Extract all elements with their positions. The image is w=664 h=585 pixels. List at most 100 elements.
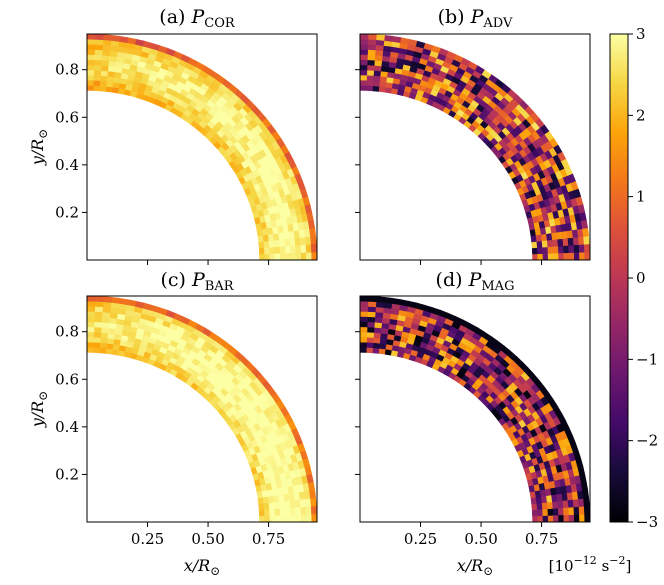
panel-d-x-axis: 0.25 0.50 0.75 — [404, 522, 558, 548]
shell-cell — [99, 337, 108, 344]
shell-cell — [359, 341, 367, 348]
panel-a-frame — [86, 33, 318, 261]
shell-cell — [86, 69, 95, 76]
shell-cell — [284, 500, 291, 509]
panel-a-y-label: y/R⊙ — [28, 129, 50, 167]
shell-cell — [365, 79, 374, 87]
shell-cell — [579, 513, 586, 523]
shell-cell — [110, 296, 121, 304]
shell-cell — [310, 243, 318, 253]
shell-cell — [86, 59, 95, 66]
panel-c-x-label: x/R⊙ — [184, 556, 221, 578]
shell-cell — [391, 297, 402, 305]
shell-cell — [269, 515, 276, 523]
shell-cell — [542, 246, 549, 254]
shell-cell — [290, 506, 297, 516]
shell-cell — [359, 321, 368, 328]
shell-cell — [305, 243, 312, 253]
shell-cell — [536, 502, 543, 510]
shell-cell — [86, 311, 96, 317]
shell-cell — [359, 331, 368, 338]
panel-c-y-axis: 0.2 0.4 0.6 0.8 — [55, 323, 87, 483]
panel-b-x-ticks — [420, 260, 543, 265]
shell-cell — [263, 502, 270, 510]
shell-cell — [94, 295, 104, 303]
shell-cell — [531, 509, 539, 517]
colorbar-tick-label: −3 — [636, 513, 658, 531]
shell-cell — [307, 219, 316, 229]
shell-cell — [279, 238, 286, 247]
shell-cell — [573, 506, 580, 515]
shell-cell — [366, 316, 376, 323]
panel-b-title: (b) PADV — [438, 6, 513, 31]
shell-cell — [86, 341, 94, 348]
shell-cell — [563, 252, 570, 261]
shell-cell — [359, 74, 368, 81]
shell-cell — [94, 44, 104, 51]
shell-cell — [98, 347, 107, 354]
shell-cell — [365, 85, 374, 92]
panel-b-frame — [359, 33, 591, 261]
shell-cell — [542, 508, 549, 516]
shell-cell — [366, 54, 376, 61]
colorbar-tick-label: 0 — [636, 269, 646, 287]
colorbar-tick-label: −1 — [636, 350, 658, 368]
shell-cell — [86, 295, 96, 302]
shell-cell — [583, 235, 590, 245]
shell-cell — [264, 515, 271, 523]
colorbar-tick-label: 2 — [636, 106, 646, 124]
shell-cell — [537, 515, 544, 523]
shell-cell — [284, 238, 291, 247]
shell-cell — [258, 247, 266, 255]
panel-c-shell — [86, 295, 318, 523]
shell-cell — [557, 507, 565, 516]
shell-cell — [542, 515, 549, 523]
shell-cell — [583, 243, 591, 253]
shell-cell — [537, 508, 544, 517]
shell-cell — [280, 252, 287, 261]
shell-cell — [258, 502, 265, 511]
panel-d: (d) PMAG 0.25 0.50 0.75 x/R⊙ — [355, 269, 591, 578]
shell-cell — [367, 300, 377, 308]
shell-cell — [93, 69, 102, 76]
shell-cell — [290, 252, 297, 261]
shell-cell — [391, 35, 402, 43]
shell-cell — [295, 252, 302, 261]
shell-cell — [310, 505, 318, 515]
shell-cell — [309, 227, 317, 237]
shell-cell — [553, 514, 560, 523]
shell-cell — [373, 332, 382, 339]
panel-b-shell — [359, 33, 591, 261]
shell-cell — [86, 321, 95, 328]
shell-cell — [547, 508, 554, 516]
shell-cell — [86, 336, 95, 343]
shell-cell — [558, 514, 565, 523]
shell-cell — [366, 74, 374, 81]
shell-cell — [359, 305, 369, 312]
shell-cell — [372, 337, 381, 344]
x-tick-label: 0.50 — [464, 530, 497, 548]
shell-cell — [93, 321, 102, 328]
shell-cell — [305, 505, 312, 515]
shell-cell — [359, 69, 368, 76]
shell-cell — [93, 64, 102, 71]
y-tick-label: 0.8 — [55, 323, 79, 341]
shell-cell — [552, 238, 559, 247]
panel-c-frame — [86, 295, 318, 523]
shell-cell — [86, 326, 95, 333]
shell-cell — [100, 332, 109, 339]
shell-cell — [300, 513, 307, 523]
shell-cell — [268, 239, 276, 248]
shell-cell — [366, 321, 375, 328]
shell-cell — [359, 311, 369, 317]
panel-c-x-axis: 0.25 0.50 0.75 — [131, 522, 285, 548]
shell-cell — [359, 33, 369, 40]
shell-cell — [310, 235, 317, 245]
y-tick-label: 0.8 — [55, 61, 79, 79]
shell-cell — [100, 70, 109, 77]
y-tick-label: 0.4 — [55, 156, 79, 174]
shell-cell — [583, 505, 591, 515]
shell-cell — [359, 84, 367, 91]
shell-cell — [94, 49, 103, 56]
